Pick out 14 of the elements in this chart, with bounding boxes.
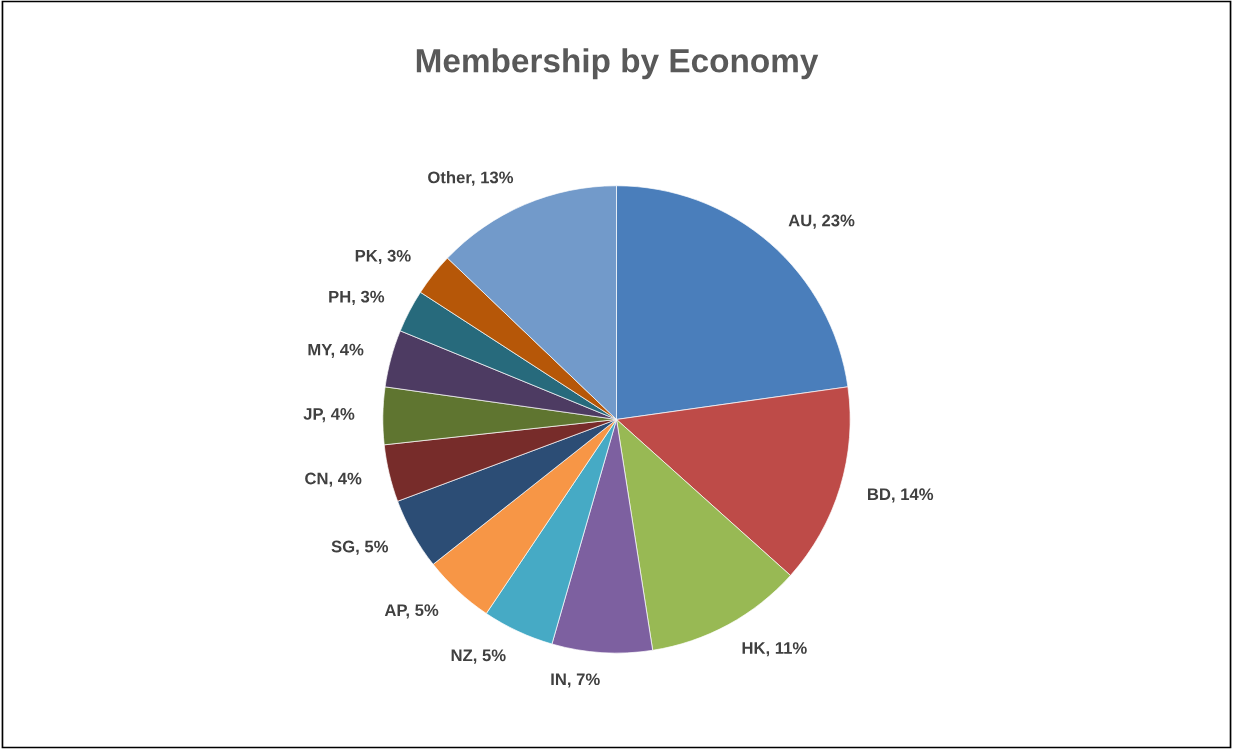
slice-label: SG, 5% (331, 540, 389, 555)
slice-label: IN, 7% (551, 673, 600, 688)
slice-label: HK, 11% (742, 642, 807, 657)
slice-label: PK, 3% (355, 249, 411, 265)
chart-title: Membership by Economy (416, 48, 819, 80)
slice-label: NZ, 5% (451, 649, 506, 664)
slice-label: JP, 4% (303, 408, 355, 423)
slice-label: BD, 14% (868, 488, 934, 503)
slice-label: Other, 13% (428, 171, 514, 186)
slice-label: CN, 4% (305, 472, 362, 487)
slice-label: MY, 4% (308, 343, 364, 358)
slice-label: PH, 3% (329, 290, 385, 305)
slice-label: AP, 5% (384, 604, 439, 619)
slice-label: AU, 23% (788, 214, 855, 229)
